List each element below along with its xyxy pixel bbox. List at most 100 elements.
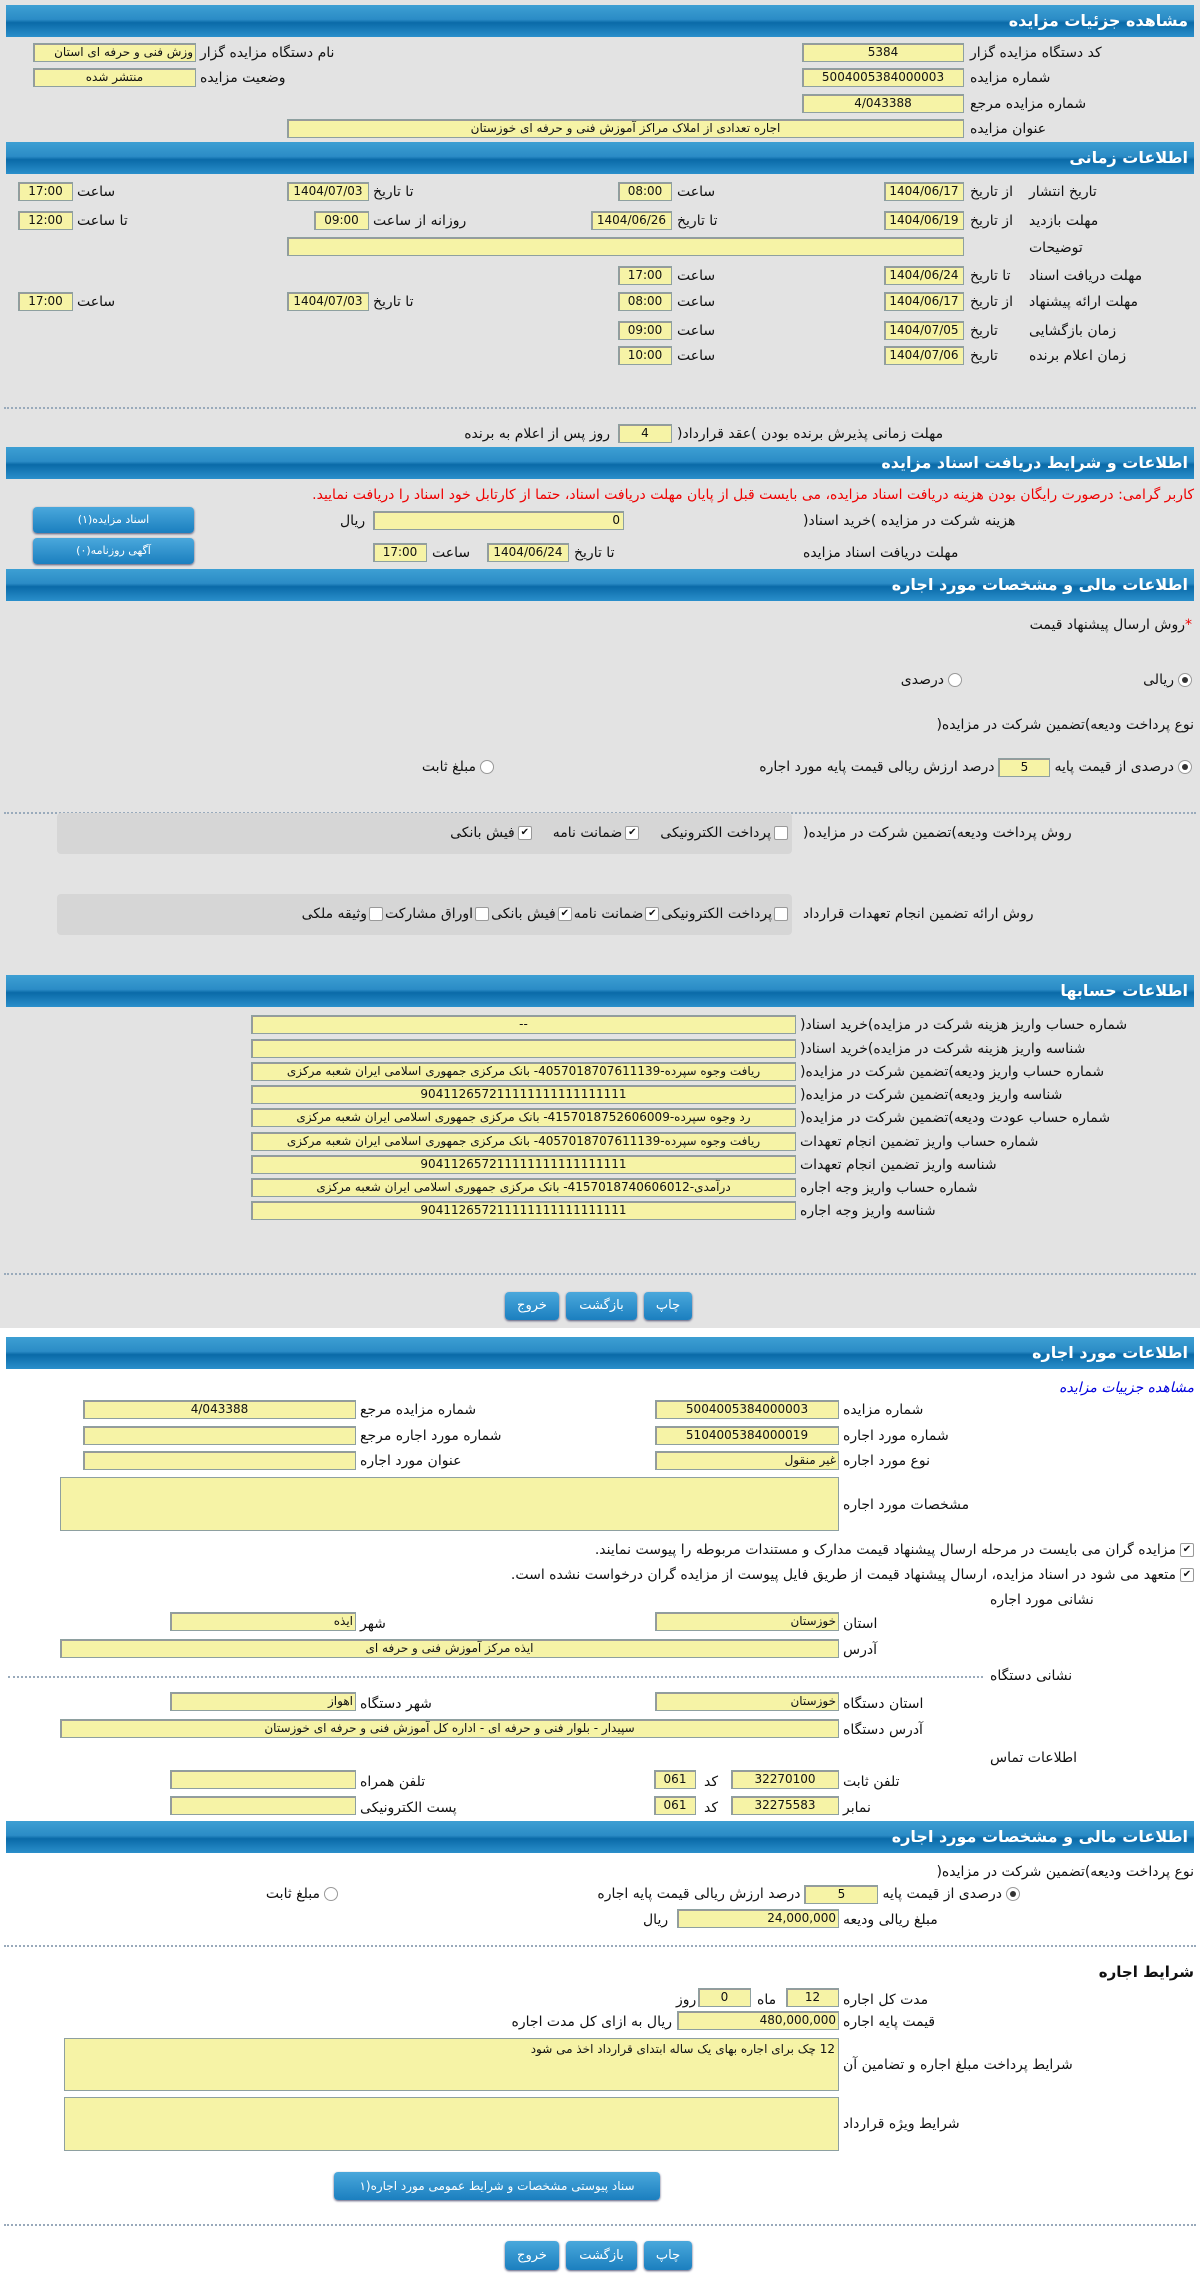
option-label: اوراق مشارکت xyxy=(385,906,474,922)
publish-from-time: 08:00 xyxy=(618,182,672,201)
price-method-rial-option[interactable]: ریالی xyxy=(1143,670,1192,690)
item-title-label: عنوان مورد اجاره xyxy=(360,1453,462,1469)
date-label: تاریخ xyxy=(970,323,998,339)
mobile-field xyxy=(170,1770,356,1789)
org-city: اهواز xyxy=(170,1692,356,1711)
phone-label: تلفن ثابت xyxy=(843,1774,900,1790)
visit-from-date: 1404/06/19 xyxy=(884,211,964,230)
option-label: ریالی xyxy=(1143,672,1174,688)
attachments-button[interactable]: سناد پیوستی مشخصات و شرایط عمومی مورد اج… xyxy=(334,2172,660,2200)
notes-label: توضیحات xyxy=(1029,240,1083,256)
time-label: ساعت xyxy=(677,294,716,310)
deposit-percent-option[interactable]: درصدی از قیمت پایه 5 درصد ارزش ریالی قیم… xyxy=(759,757,1192,777)
rial-label: ریال xyxy=(643,1912,669,1928)
auction-status-field: منتشر شده xyxy=(33,68,196,87)
org-city-label: شهر دستگاه xyxy=(360,1696,432,1712)
percent-suffix: درصد ارزش ریالی قیمت پایه مورد اجاره xyxy=(759,759,995,775)
org-name-field: وزش فنی و حرفه ای استان xyxy=(33,43,196,62)
guarantee-methods: پرداخت الکترونیکی ✔ ضمانت نامه ✔ فیش بانکی… xyxy=(302,904,788,924)
radio-icon[interactable] xyxy=(324,1887,338,1901)
auction-number-field: 5004005384000003 xyxy=(802,68,964,87)
percent-field: 5 xyxy=(804,1884,879,1904)
account-value-field: 904112657211111111111111111 xyxy=(251,1155,796,1174)
doc-deadline-date: 1404/06/24 xyxy=(884,266,964,285)
item-number-label: شماره مورد اجاره xyxy=(843,1428,949,1444)
email-field xyxy=(170,1796,356,1815)
deposit-methods-box xyxy=(57,813,792,854)
section-header-financial: اطلاعات مالی و مشخصات مورد اجاره xyxy=(6,569,1194,601)
province-label: استان xyxy=(843,1616,878,1632)
radio-icon[interactable] xyxy=(948,673,962,687)
option-label: مبلغ ثابت xyxy=(421,759,476,775)
radio-icon[interactable] xyxy=(1178,760,1192,774)
newspaper-ads-button[interactable]: آگهی روزنامه(۰) xyxy=(33,538,194,564)
radio-icon[interactable] xyxy=(1178,673,1192,687)
account-value-field: رد وجوه سپرده-4157018752606009- بانک مرک… xyxy=(251,1108,796,1127)
org-address: سپیدار - بلوار فنی و حرفه ای - اداره کل … xyxy=(60,1719,839,1738)
to-time-label: تا ساعت xyxy=(77,213,128,229)
account-label: شماره حساب واریز تضمین انجام تعهدات xyxy=(800,1134,1039,1150)
item-ref-label: شماره مورد اجاره مرجع xyxy=(360,1428,502,1444)
price-method-percent-option[interactable]: درصدی xyxy=(901,670,962,690)
option-label: ضمانت نامه xyxy=(573,906,644,922)
attachment-required-check: ✔ مزایده گران می بایست در مرحله ارسال پیش… xyxy=(595,1540,1194,1560)
deposit-amount-label: مبلغ ریالی ودیعه xyxy=(843,1912,938,1928)
fax-code-field: 061 xyxy=(654,1796,696,1815)
deposit-fixed-option[interactable]: مبلغ ثابت xyxy=(422,757,494,777)
base-price-suffix: ریال به ازای کل مدت اجاره xyxy=(511,2014,672,2030)
print-button[interactable]: چاپ xyxy=(644,2241,692,2270)
to-date-label: تا تاریخ xyxy=(574,545,615,561)
fee-label: هزینه شرکت در مزایده )خرید اسناد( xyxy=(803,513,1016,529)
radio-icon[interactable] xyxy=(1006,1887,1020,1901)
view-auction-details-link[interactable]: مشاهده جزییات مزایده xyxy=(1059,1380,1194,1396)
winner-time: 10:00 xyxy=(618,346,672,365)
option-label: مبلغ ثابت xyxy=(265,1886,320,1902)
no-file-attachment-check: ✔ متعهد می شود در اسناد مزایده، ارسال پیش… xyxy=(511,1565,1194,1585)
price-method-label: روش ارسال پیشنهاد قیمت xyxy=(1029,617,1185,633)
divider xyxy=(4,2224,1196,2226)
org-province: خوزستان xyxy=(655,1692,839,1711)
auction-number-label: شماره مزایده xyxy=(843,1402,924,1418)
daily-from-label: روزانه از ساعت xyxy=(373,213,467,229)
to-date-label: تا تاریخ xyxy=(677,213,718,229)
checkbox-guarantee[interactable]: ✔ xyxy=(625,826,640,840)
auction-status-label: وضعیت مزایده xyxy=(200,70,286,86)
back-button[interactable]: بازگشت xyxy=(566,2241,637,2270)
option-label: فیش بانکی xyxy=(450,825,515,841)
exit-button[interactable]: خروج xyxy=(505,2241,559,2270)
checkbox-electronic[interactable] xyxy=(774,907,788,921)
checkbox-checked[interactable]: ✔ xyxy=(1180,1543,1194,1557)
org-province-label: استان دستگاه xyxy=(843,1696,924,1712)
auction-documents-button[interactable]: اسناد مزایده(۱) xyxy=(33,507,194,533)
offer-deadline-label: مهلت ارائه پیشنهاد xyxy=(1029,294,1138,310)
exit-button[interactable]: خروج xyxy=(505,1292,559,1320)
checkbox-bank-slip[interactable]: ✔ xyxy=(517,826,532,840)
option-label: پرداخت الکترونیکی xyxy=(660,825,771,841)
city-label: شهر xyxy=(360,1616,386,1632)
notes-field xyxy=(287,237,964,256)
date-label: تاریخ xyxy=(970,348,998,364)
section-header-lease-item: اطلاعات مورد اجاره xyxy=(6,1337,1194,1369)
lease-ref-number: 4/043388 xyxy=(83,1400,356,1419)
deposit-fixed-option[interactable]: مبلغ ثابت xyxy=(266,1884,338,1904)
reference-number-field: 4/043388 xyxy=(802,94,964,113)
back-button[interactable]: بازگشت xyxy=(566,1292,637,1320)
specs-label: مشخصات مورد اجاره xyxy=(843,1497,970,1513)
special-terms-label: شرایط ویژه قرارداد xyxy=(843,2116,960,2132)
lease-item-ref xyxy=(83,1426,356,1445)
checkbox-property-collateral[interactable] xyxy=(369,907,384,921)
visit-label: مهلت بازدید xyxy=(1029,213,1099,229)
checkbox-electronic[interactable] xyxy=(774,826,788,840)
offer-from-date: 1404/06/17 xyxy=(884,292,964,311)
checkbox-bank-slip[interactable]: ✔ xyxy=(557,907,572,921)
checkbox-guarantee[interactable]: ✔ xyxy=(645,907,660,921)
radio-icon[interactable] xyxy=(480,760,494,774)
duration-days-field: 0 xyxy=(698,1988,751,2007)
checkbox-checked[interactable]: ✔ xyxy=(1180,1568,1194,1582)
print-button[interactable]: چاپ xyxy=(644,1292,692,1320)
deposit-percent-option[interactable]: درصدی از قیمت پایه 5 درصد ارزش ریالی قیم… xyxy=(597,1884,1020,1904)
to-date-label: تا تاریخ xyxy=(970,268,1011,284)
lease-item-specs xyxy=(60,1477,839,1531)
checkbox-bonds[interactable] xyxy=(475,907,490,921)
section-header-documents: اطلاعات و شرایط دریافت اسناد مزایده xyxy=(6,447,1194,479)
